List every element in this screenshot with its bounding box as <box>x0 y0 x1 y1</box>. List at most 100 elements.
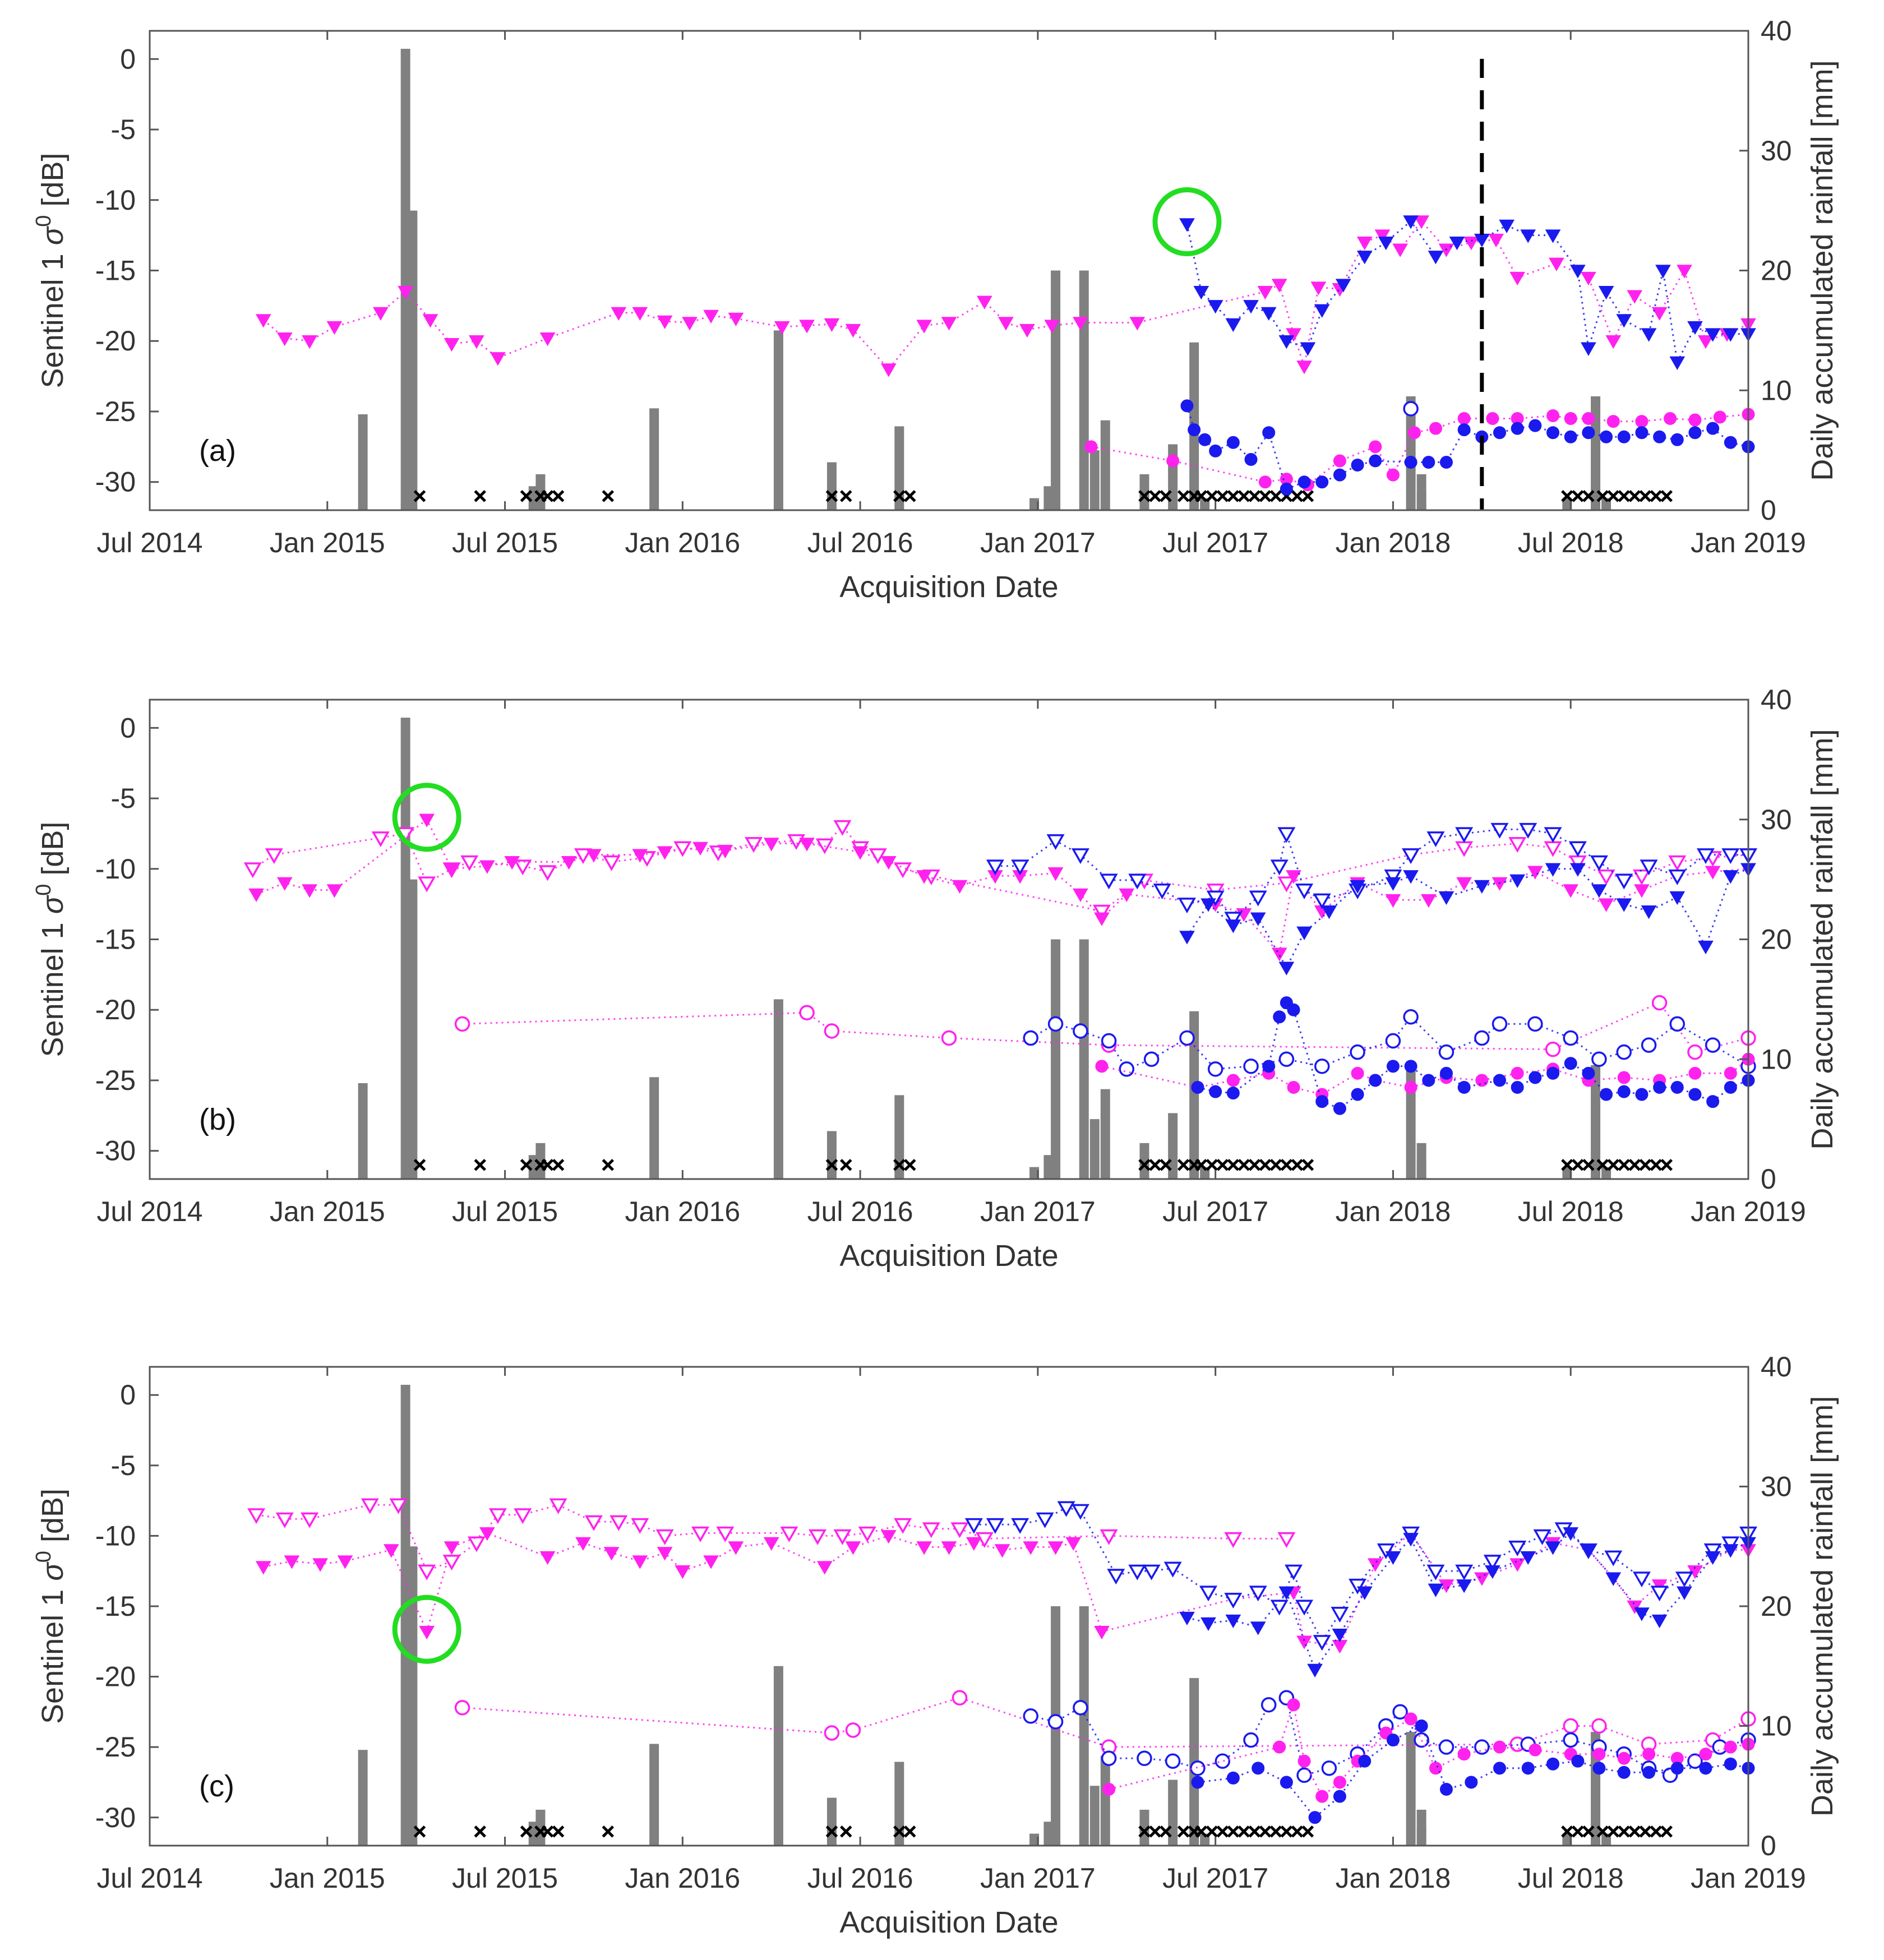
magenta-filled-triangle-point <box>717 844 733 859</box>
magenta-filled-triangle-point <box>1047 867 1064 881</box>
axes-frame <box>149 30 1749 511</box>
x-axis-title: Acquisition Date <box>839 570 1058 604</box>
y2-tick-label: 10 <box>1761 1711 1792 1742</box>
blue-filled-circle-point <box>1457 1081 1471 1094</box>
acquisition-x-marker <box>1195 1159 1208 1171</box>
acquisition-x-marker <box>1607 1159 1620 1171</box>
blue-filled-triangle-point <box>1385 1551 1401 1565</box>
magenta-open-triangle-point <box>247 1508 266 1524</box>
acquisition-x-marker <box>1639 1159 1652 1171</box>
magenta-open-triangle-point <box>549 1498 567 1514</box>
magenta-filled-triangle-point <box>302 884 317 898</box>
blue-filled-triangle-point <box>1378 236 1394 251</box>
acquisition-x-marker <box>1607 490 1620 502</box>
axes-frame <box>149 1366 1749 1847</box>
magenta-filled-triangle-point <box>763 838 779 852</box>
blue-filled-triangle-point <box>1225 1614 1241 1629</box>
magenta-open-triangle-point <box>371 831 390 847</box>
blue-filled-triangle-point <box>1179 931 1195 945</box>
blue-open-triangle-point <box>1483 1555 1502 1571</box>
blue-filled-triangle-point <box>1403 1533 1419 1547</box>
magenta-filled-circle-point <box>1529 1743 1542 1756</box>
y2-tick-label: 30 <box>1761 804 1792 835</box>
blue-filled-circle-point <box>1404 456 1417 469</box>
magenta-filled-triangle-point <box>816 1561 833 1575</box>
blue-open-circle-point <box>1350 1044 1365 1060</box>
magenta-filled-triangle-point <box>1414 215 1429 229</box>
blue-open-circle-point <box>1314 1058 1330 1074</box>
acquisition-x-marker <box>1618 1825 1631 1838</box>
acquisition-x-marker <box>1618 490 1631 502</box>
blue-open-circle-point <box>1474 1739 1490 1755</box>
magenta-filled-circle-point <box>1511 1066 1524 1080</box>
magenta-filled-circle-point <box>1351 1066 1364 1080</box>
magenta-filled-triangle-point <box>880 856 897 870</box>
blue-open-triangle-point <box>1071 848 1089 865</box>
blue-filled-circle-point <box>1617 430 1631 443</box>
blue-filled-triangle-point <box>1634 1607 1650 1621</box>
acquisition-x-marker <box>1149 1825 1161 1838</box>
magenta-filled-triangle-point <box>1705 866 1721 880</box>
magenta-filled-circle-point <box>1475 1074 1489 1087</box>
blue-filled-triangle-point <box>1296 926 1312 940</box>
blue-filled-triangle-point <box>1520 1551 1536 1565</box>
magenta-open-triangle-point <box>275 1512 294 1528</box>
x-tick-label: Jan 2016 <box>625 1196 740 1227</box>
rainfall-bar <box>894 426 904 510</box>
blue-filled-circle-point <box>1699 1762 1712 1775</box>
magenta-open-triangle-point <box>833 820 852 836</box>
acquisition-x-marker <box>1596 1159 1609 1171</box>
acquisition-x-marker <box>552 1825 565 1838</box>
x-tick-label: Jan 2016 <box>625 1862 740 1894</box>
blue-open-triangle-point <box>1490 822 1509 839</box>
acquisition-x-marker <box>1650 1825 1663 1838</box>
panel-a: Jul 2014 Jan 2015 Jul 2015 Jan 2016 Jul 2016… <box>32 15 1839 604</box>
magenta-open-circle-point <box>1651 995 1668 1011</box>
magenta-open-triangle-point <box>243 862 262 879</box>
magenta-filled-triangle-point <box>539 1551 556 1565</box>
blue-open-circle-point <box>1073 1023 1088 1039</box>
rainfall-bar <box>404 939 414 1179</box>
y-tick-label: -10 <box>95 853 136 885</box>
blue-filled-circle-point <box>1529 419 1542 432</box>
magenta-open-triangle-point <box>418 1564 436 1580</box>
magenta-open-triangle-point <box>1455 841 1474 857</box>
blue-filled-triangle-point <box>1278 335 1295 349</box>
blue-filled-triangle-point <box>1545 1541 1561 1555</box>
blue-open-circle-point <box>1119 1061 1135 1077</box>
highlight-circle <box>392 783 461 852</box>
blue-filled-triangle-point <box>1356 251 1373 265</box>
acquisition-x-marker <box>1149 490 1161 502</box>
acquisition-x-marker <box>1138 1159 1151 1171</box>
magenta-open-triangle-point <box>460 855 479 871</box>
blue-open-circle-point <box>1243 1732 1259 1748</box>
blue-filled-triangle-point <box>1705 328 1721 342</box>
rainfall-bar <box>649 1744 659 1846</box>
blue-filled-triangle-point <box>1509 874 1526 888</box>
acquisition-x-marker <box>825 1825 838 1838</box>
magenta-filled-triangle-point <box>1296 1635 1312 1649</box>
blue-filled-triangle-point <box>1499 219 1515 234</box>
acquisition-x-marker <box>520 490 533 502</box>
rainfall-bar <box>649 1077 659 1179</box>
blue-filled-triangle-point <box>1616 898 1632 912</box>
blue-open-triangle-point <box>1277 827 1296 843</box>
acquisition-x-marker <box>1160 1825 1172 1838</box>
magenta-filled-triangle-point <box>398 285 414 300</box>
blue-open-circle-point <box>1179 1030 1195 1046</box>
magenta-filled-triangle-point <box>1023 1541 1039 1555</box>
rainfall-bar <box>1416 492 1426 510</box>
magenta-filled-triangle-point <box>728 1541 744 1555</box>
magenta-filled-triangle-point <box>1581 271 1596 286</box>
magenta-filled-triangle-point <box>561 856 577 870</box>
rainfall-bar <box>1591 396 1601 510</box>
magenta-filled-circle-point <box>1713 410 1726 424</box>
magenta-filled-circle-point <box>1084 440 1098 454</box>
acquisition-x-marker <box>541 1159 554 1171</box>
blue-filled-triangle-point <box>1225 919 1241 933</box>
blue-open-circle-point <box>1207 1061 1223 1077</box>
acquisition-x-marker <box>1582 1825 1595 1838</box>
rainfall-bar <box>1416 1827 1426 1846</box>
